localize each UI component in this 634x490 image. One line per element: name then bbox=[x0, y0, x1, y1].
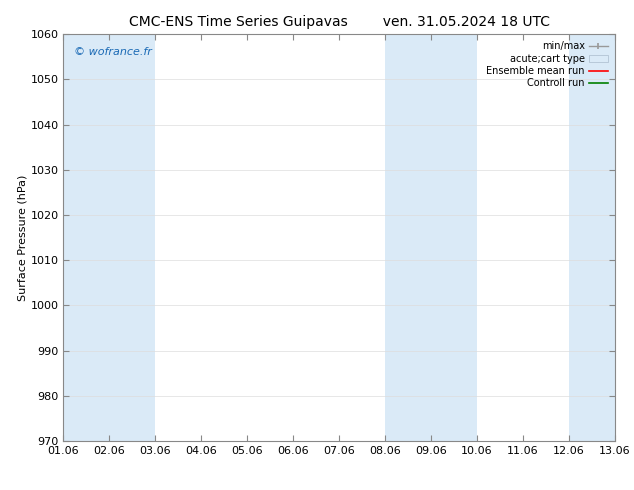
Bar bbox=[569, 34, 615, 441]
Bar bbox=[431, 34, 477, 441]
Bar bbox=[110, 34, 155, 441]
Title: CMC-ENS Time Series Guipavas        ven. 31.05.2024 18 UTC: CMC-ENS Time Series Guipavas ven. 31.05.… bbox=[129, 15, 550, 29]
Bar bbox=[63, 34, 110, 441]
Legend: min/max, acute;cart type, Ensemble mean run, Controll run: min/max, acute;cart type, Ensemble mean … bbox=[484, 39, 610, 90]
Text: © wofrance.fr: © wofrance.fr bbox=[74, 47, 152, 56]
Bar bbox=[385, 34, 431, 441]
Y-axis label: Surface Pressure (hPa): Surface Pressure (hPa) bbox=[18, 174, 28, 301]
